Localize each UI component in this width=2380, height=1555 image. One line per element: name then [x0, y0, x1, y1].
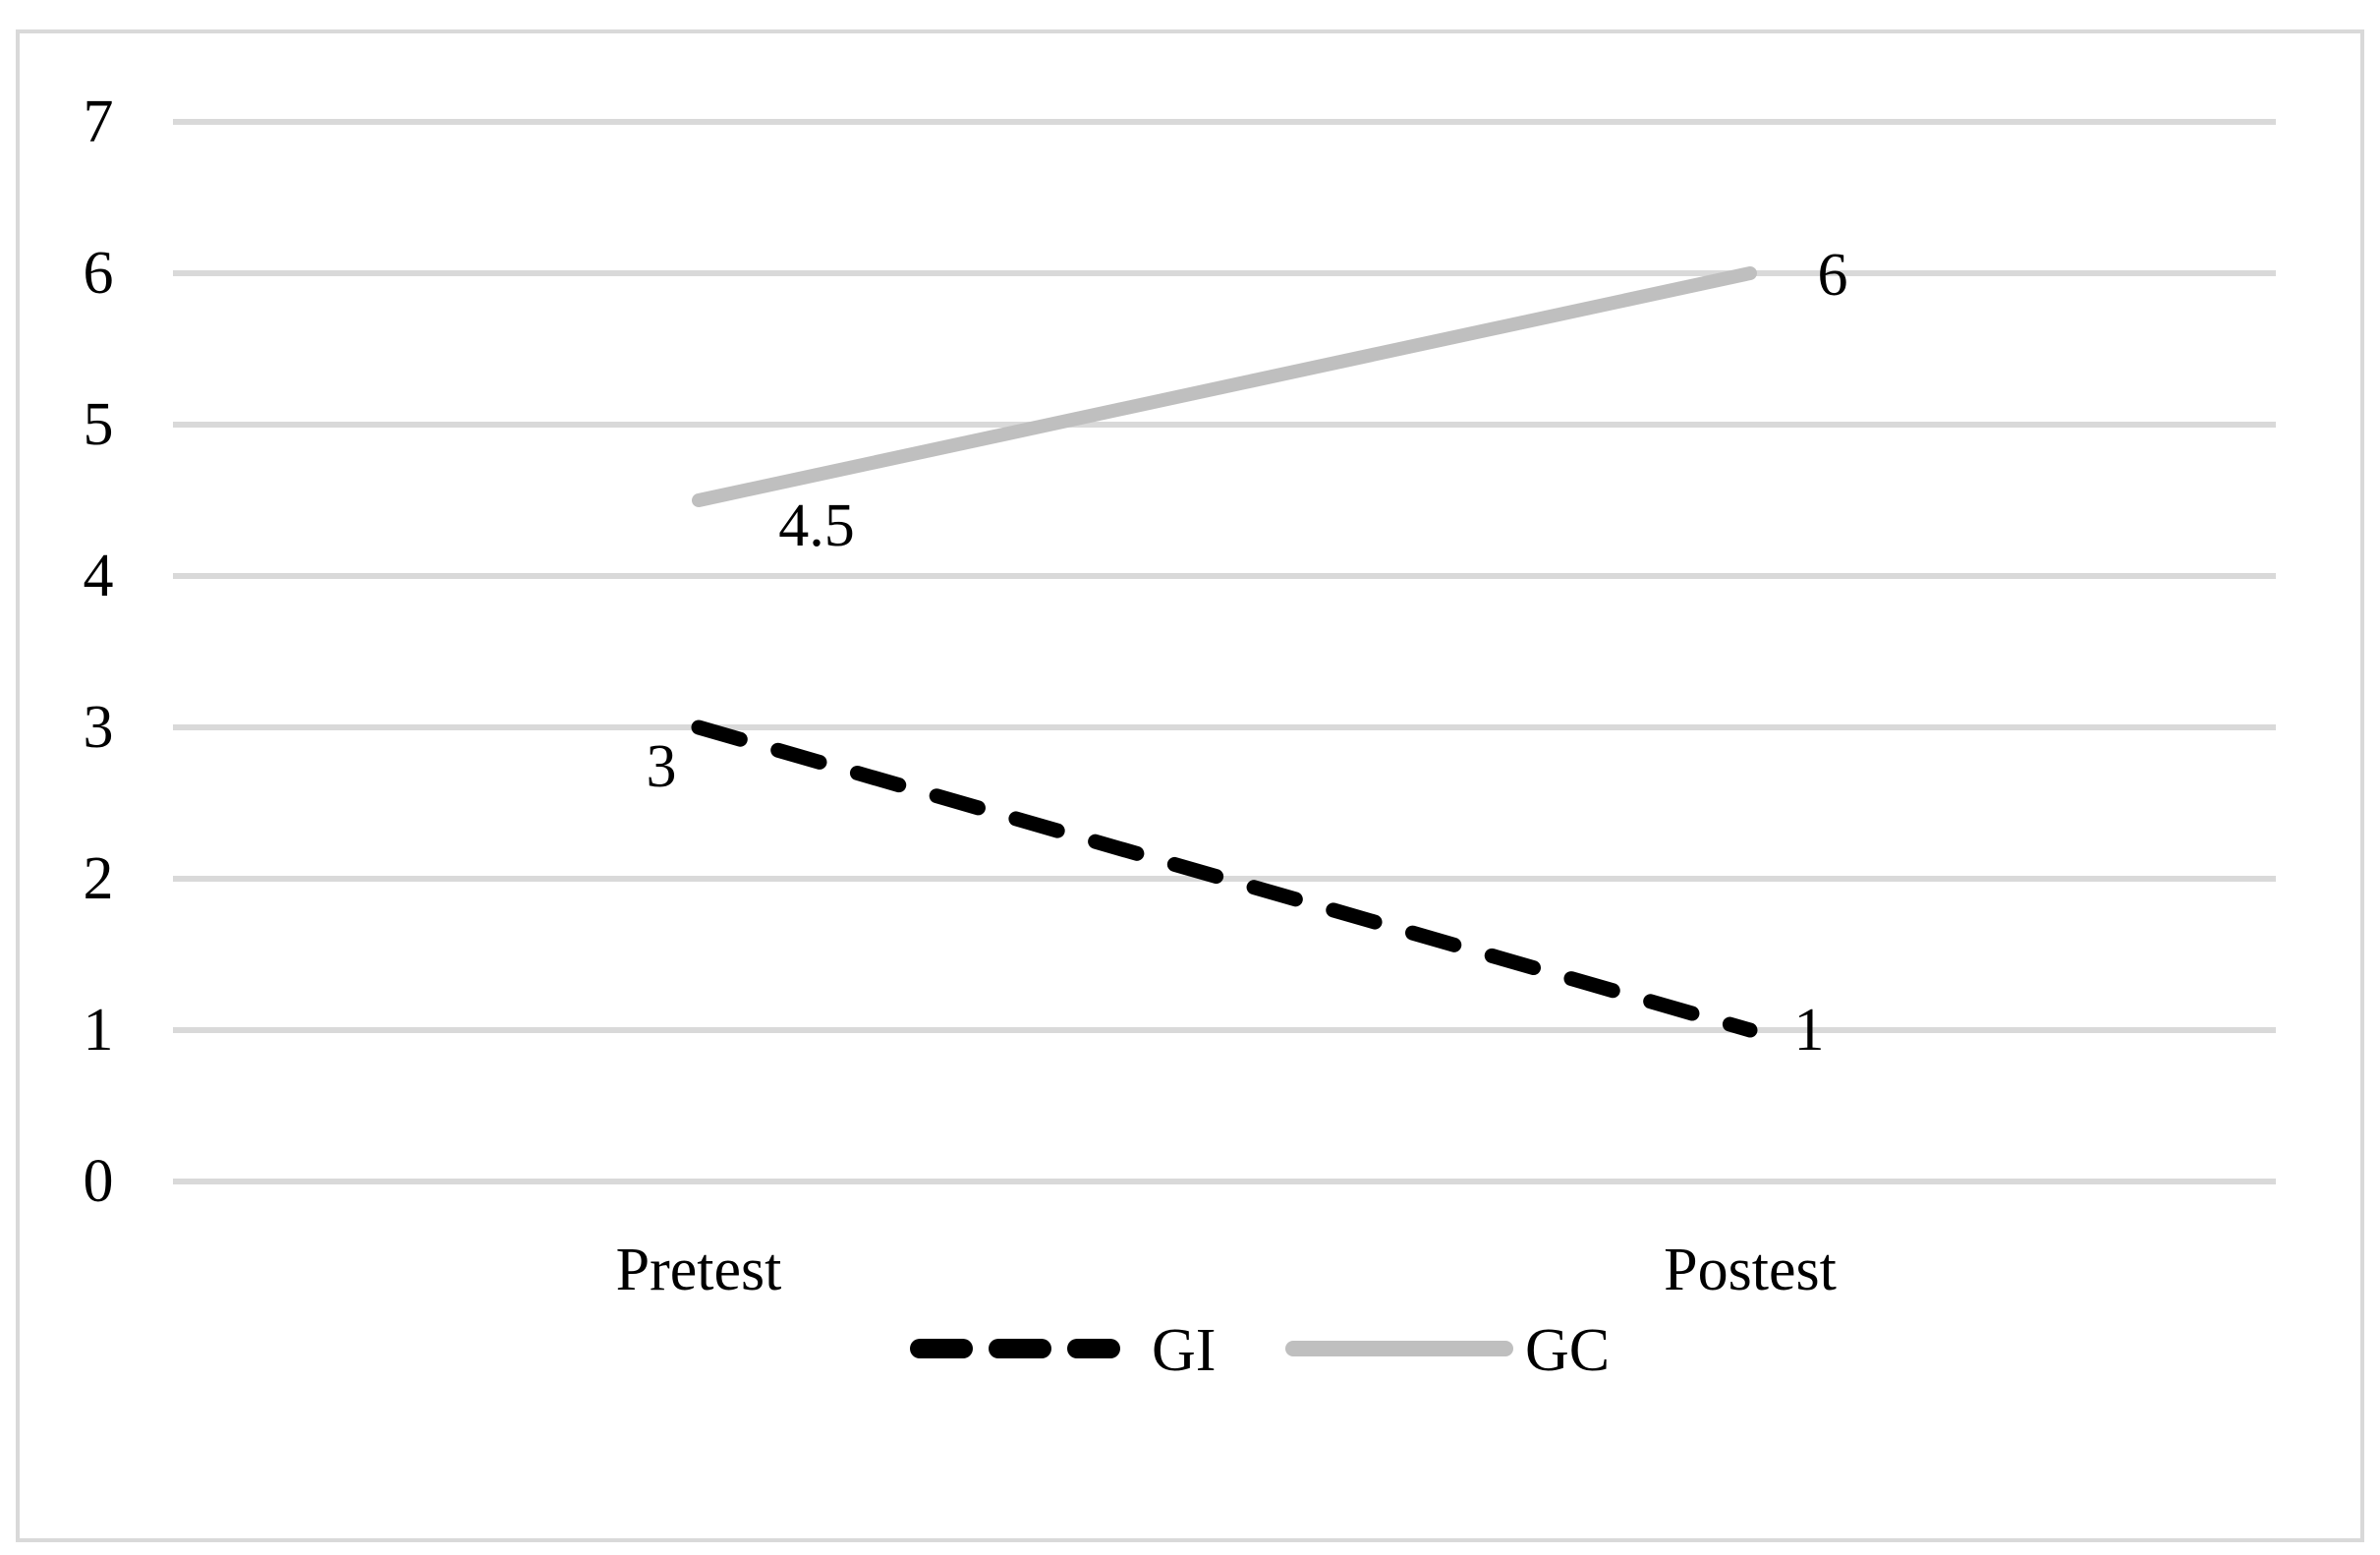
- y-tick-label: 2: [84, 845, 114, 912]
- x-tick-label: Postest: [1664, 1237, 1837, 1303]
- legend-label: GI: [1152, 1317, 1216, 1384]
- chart-border: [16, 29, 2364, 1542]
- y-tick-label: 4: [84, 543, 114, 609]
- data-label-gc: 6: [1818, 242, 1848, 309]
- y-tick-label: 0: [84, 1148, 114, 1215]
- legend-item-gc: GC: [1285, 1317, 1610, 1384]
- data-labels: 314.56: [647, 242, 1848, 1064]
- data-label-gi: 1: [1794, 997, 1825, 1064]
- legend: GI GC: [910, 1317, 1610, 1384]
- y-axis-tick-labels: 0 1 2 3 4 5 6 7: [84, 88, 114, 1215]
- gridlines: [173, 119, 2276, 1184]
- y-tick-label: 5: [84, 391, 114, 458]
- series-lines: [691, 266, 1758, 1038]
- x-axis-tick-labels: Pretest Postest: [616, 1237, 1837, 1303]
- legend-item-gi: GI: [910, 1317, 1216, 1384]
- legend-label: GC: [1525, 1317, 1610, 1384]
- y-tick-label: 6: [84, 240, 114, 307]
- y-tick-label: 1: [84, 997, 114, 1064]
- series-line-gi: [691, 720, 1758, 1038]
- x-tick-label: Pretest: [616, 1237, 782, 1303]
- series-line-gc: [692, 266, 1757, 507]
- y-tick-label: 7: [84, 88, 114, 155]
- data-label-gc: 4.5: [778, 492, 855, 559]
- data-label-gi: 3: [647, 733, 677, 800]
- y-tick-label: 3: [84, 694, 114, 761]
